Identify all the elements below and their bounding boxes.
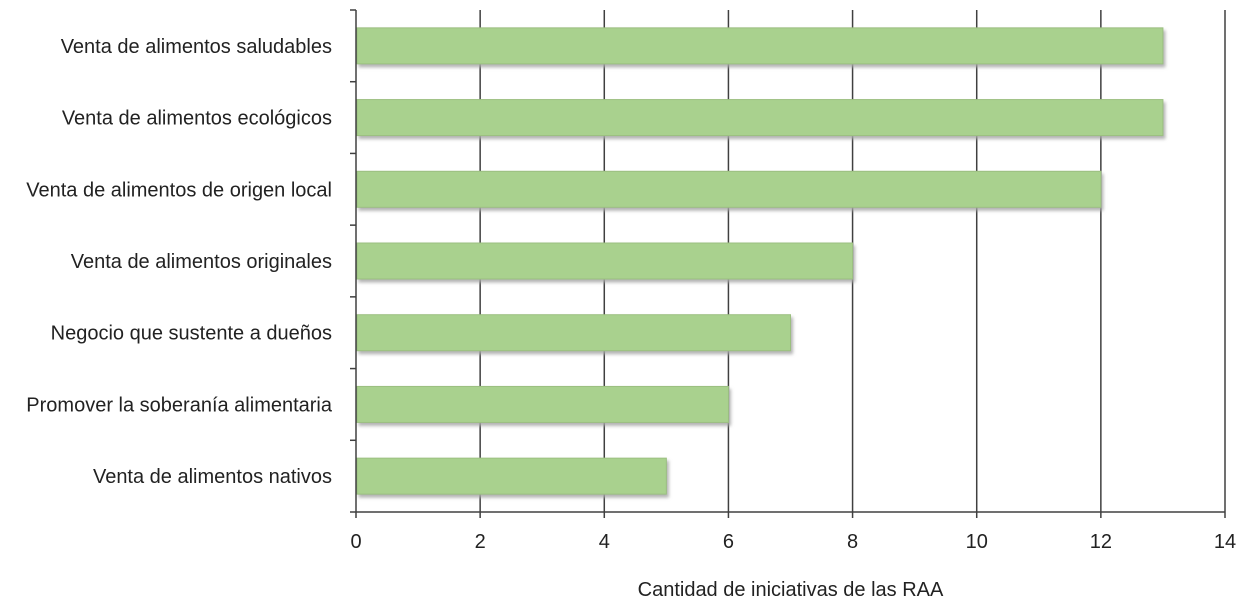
- category-label: Venta de alimentos saludables: [61, 36, 332, 58]
- x-tick-label: 4: [599, 531, 610, 553]
- x-tick-label: 10: [966, 531, 988, 553]
- bar: [356, 242, 854, 280]
- bar: [356, 385, 729, 423]
- x-tick-label: 2: [475, 531, 486, 553]
- category-label: Negocio que sustente a dueños: [51, 323, 332, 345]
- x-tick-label: 6: [723, 531, 734, 553]
- x-tick-label: 14: [1214, 531, 1236, 553]
- bars: [356, 27, 1164, 495]
- bar: [356, 170, 1102, 208]
- bar: [356, 27, 1164, 65]
- category-label: Venta de alimentos de origen local: [26, 179, 332, 201]
- x-axis-title: Cantidad de iniciativas de las RAA: [638, 579, 944, 601]
- x-tick-label: 12: [1090, 531, 1112, 553]
- bar: [356, 99, 1164, 137]
- category-label: Venta de alimentos nativos: [93, 466, 332, 488]
- category-label: Promover la soberanía alimentaria: [26, 394, 333, 416]
- x-tick-labels: 0 2 4 6 8 10 12 14: [350, 531, 1236, 553]
- x-tick-label: 0: [350, 531, 361, 553]
- category-label: Venta de alimentos originales: [71, 251, 332, 273]
- category-label: Venta de alimentos ecológicos: [62, 108, 332, 130]
- x-tick-label: 8: [847, 531, 858, 553]
- bar: [356, 314, 791, 352]
- bar: [356, 457, 667, 495]
- axes: [350, 9, 1226, 518]
- category-labels: Venta de alimentos saludables Venta de al…: [26, 36, 333, 488]
